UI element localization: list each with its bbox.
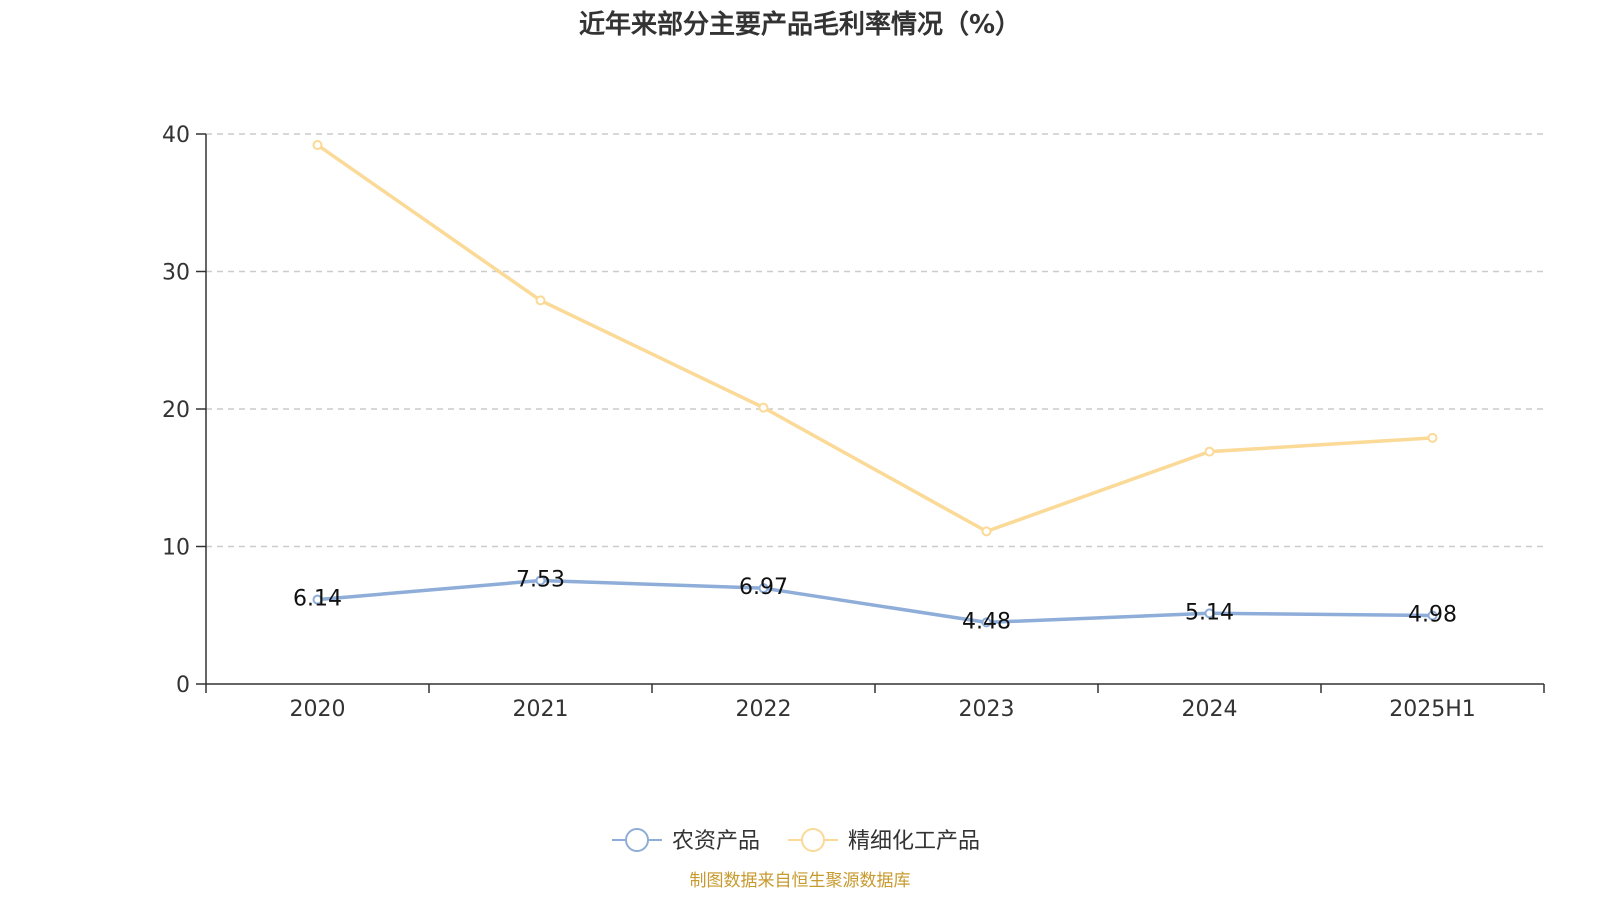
y-tick-label: 40	[162, 123, 190, 148]
data-point	[312, 140, 323, 150]
legend-label: 精细化工产品	[848, 829, 980, 854]
data-point	[758, 583, 769, 594]
legend-marker-icon	[801, 828, 825, 852]
legend[interactable]: 农资产品 精细化工产品	[612, 828, 980, 854]
series-line-2	[316, 143, 1433, 534]
data-point	[1204, 446, 1215, 457]
legend-label: 农资产品	[672, 829, 760, 854]
data-labels: 6.14 7.53 6.97 4.48 5.14 4.98	[293, 567, 1457, 634]
x-tick-label: 2021	[513, 697, 569, 722]
y-tick-label: 30	[162, 261, 190, 286]
data-point	[1427, 610, 1438, 621]
x-tick-label: 2023	[959, 697, 1015, 722]
data-label: 4.98	[1408, 603, 1457, 628]
data-point	[758, 402, 769, 413]
y-tick-label: 10	[162, 536, 190, 561]
x-axis-ticks: 2020 2021 2022 2023 2024 2025H1	[205, 684, 1545, 722]
legend-item-2[interactable]: 精细化工产品	[788, 828, 980, 854]
x-tick-label: 2024	[1182, 697, 1238, 722]
gridlines	[206, 133, 1544, 548]
y-tick-label: 20	[162, 398, 190, 423]
data-label: 4.48	[962, 609, 1011, 634]
data-point	[1427, 432, 1438, 443]
series-group	[312, 140, 1438, 628]
y-tick-label: 0	[176, 673, 190, 698]
data-point	[312, 594, 323, 605]
x-tick-label: 2025H1	[1389, 697, 1476, 722]
data-point	[981, 617, 992, 628]
data-label: 6.14	[293, 587, 342, 612]
x-tick-label: 2022	[736, 697, 792, 722]
data-label: 6.97	[739, 575, 788, 600]
y-axis-ticks: 0 10 20 30 40	[162, 123, 206, 698]
data-label: 5.14	[1185, 600, 1234, 625]
data-point	[981, 526, 992, 537]
source-note: 制图数据来自恒生聚源数据库	[690, 871, 911, 891]
data-label: 7.53	[516, 567, 565, 592]
data-point	[1204, 608, 1215, 619]
data-point	[535, 575, 546, 586]
series-line-1	[317, 578, 1433, 625]
chart-title: 近年来部分主要产品毛利率情况（%）	[579, 9, 1021, 40]
data-point	[535, 295, 546, 306]
x-tick-label: 2020	[290, 697, 346, 722]
legend-item-1[interactable]: 农资产品	[612, 828, 760, 854]
legend-marker-icon	[625, 828, 649, 852]
